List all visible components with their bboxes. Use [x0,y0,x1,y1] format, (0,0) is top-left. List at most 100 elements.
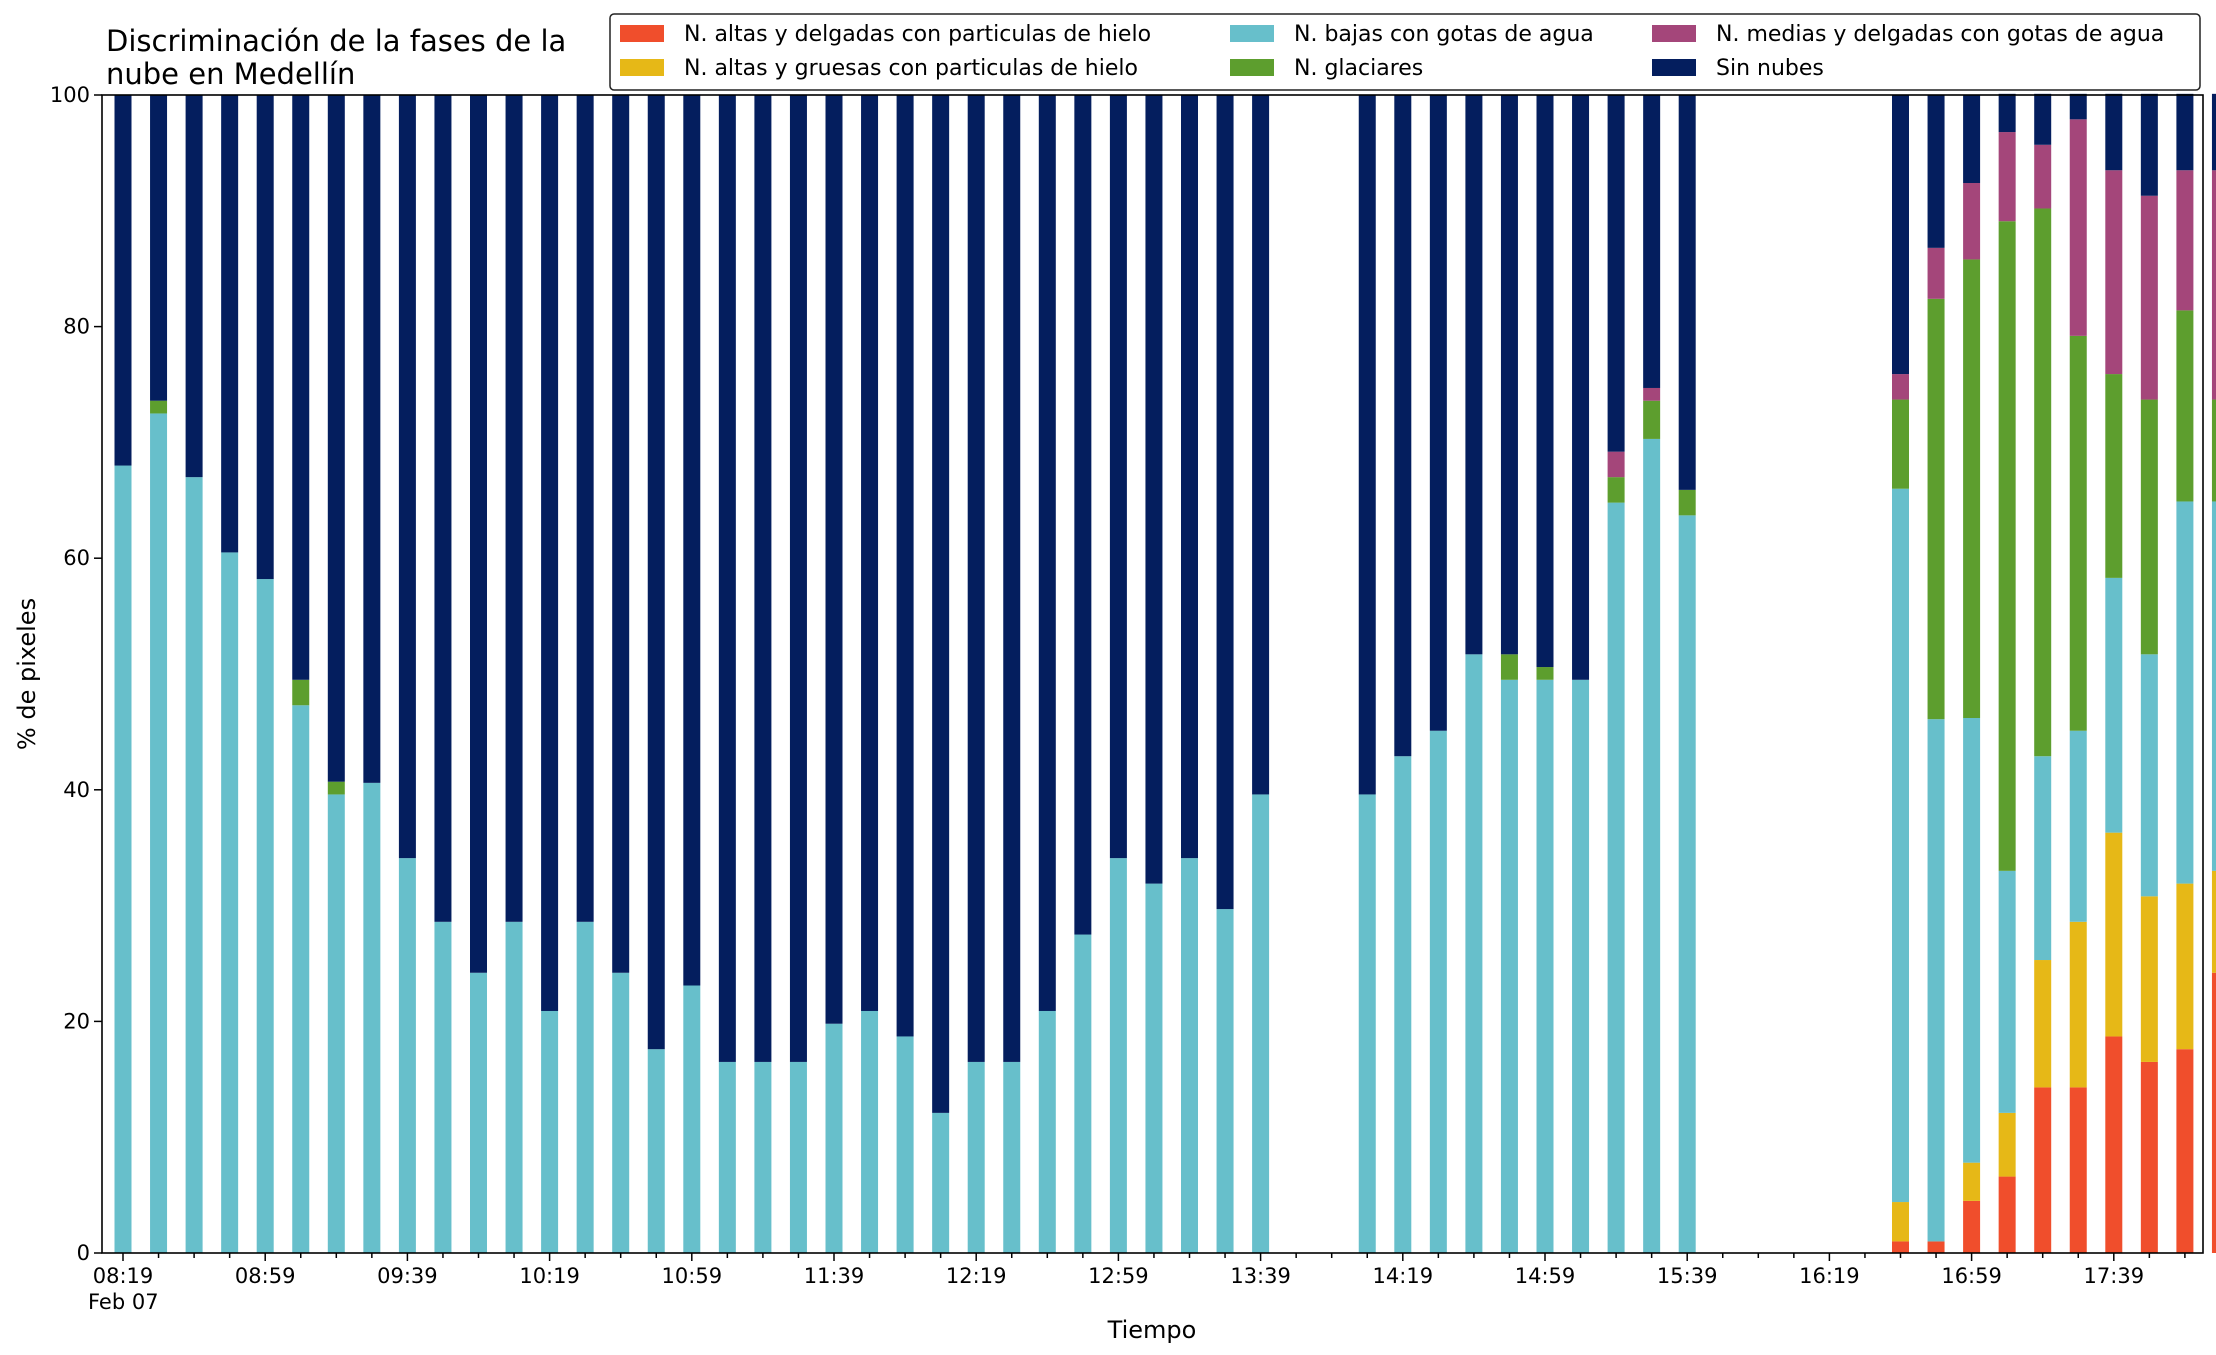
x-tick-label: 08:19 [93,1264,154,1288]
bar-segment-s5-t36 [1394,95,1412,757]
bar-segment-s2-t50 [1892,488,1909,1203]
bar-segment-s5-t24 [967,95,985,1062]
y-tick-label: 40 [63,778,90,802]
bar-segment-s5-t58 [2176,93,2194,171]
bar-segment-s2-t37 [1429,730,1447,1253]
x-tick-label: 10:19 [519,1264,580,1288]
bar-segment-s4-t52 [1963,183,1981,260]
bar-segment-s2-t36 [1394,756,1412,1253]
bar-segment-s2-t57 [2140,654,2158,897]
bar-segment-s5-t19 [789,95,807,1062]
bar-segment-s0-t51 [1927,1241,1945,1253]
bar-segment-s2-t40 [1536,679,1554,1253]
bar-segment-s3-t5 [292,679,310,706]
bar-segment-s2-t10 [470,972,487,1253]
x-tick-label: 12:59 [1088,1264,1149,1288]
bar-segment-s2-t7 [363,782,381,1253]
bar-segment-s1-t55 [2069,921,2087,1088]
bar-segment-s5-t53 [1998,93,2016,133]
bar-segment-s2-t56 [2105,577,2123,833]
bar-segment-s2-t1 [150,413,168,1253]
bar-segment-s5-t37 [1429,95,1447,731]
bar-segment-s5-t38 [1465,95,1483,655]
bar-segment-s2-t12 [541,1010,559,1253]
bar-segment-s3-t44 [1678,489,1696,516]
bar-segment-s5-t20 [825,95,843,1024]
bar-segment-s5-t12 [541,95,559,1011]
bar-segment-s5-t41 [1572,95,1590,680]
bar-segment-s5-t39 [1500,95,1518,655]
bar-segment-s2-t22 [896,1036,914,1253]
bar-segment-s1-t57 [2140,896,2158,1062]
bar-segment-s3-t42 [1607,477,1625,503]
x-tick-label: 17:39 [2084,1264,2145,1288]
bar-segment-s2-t54 [2034,756,2052,961]
bar-segment-s3-t59 [2211,399,2216,502]
x-tick-label: 08:59 [235,1264,296,1288]
bar-segment-s5-t2 [185,95,203,478]
x-tick-label: 12:19 [946,1264,1007,1288]
bar-segment-s5-t9 [434,95,452,922]
bar-segment-s4-t57 [2140,195,2158,400]
bar-segment-s2-t5 [292,705,310,1253]
bar-segment-s4-t51 [1927,247,1945,299]
bar-segment-s3-t56 [2105,374,2123,578]
bar-segment-s5-t42 [1607,95,1625,452]
legend: N. altas y delgadas con particulas de hi… [609,13,2201,91]
bar-segment-s1-t53 [1998,1112,2016,1177]
bar-segment-s2-t39 [1500,679,1518,1253]
bar-segment-s2-t26 [1038,1010,1056,1253]
bar-segment-s2-t23 [932,1112,950,1253]
bar-segment-s5-t51 [1927,95,1945,248]
bar-segment-s2-t32 [1252,794,1270,1253]
x-tick-label: 16:59 [1941,1264,2002,1288]
bar-segment-s0-t53 [1998,1176,2016,1253]
y-tick-label: 0 [77,1241,90,1265]
bar-segment-s2-t52 [1963,718,1981,1163]
bar-segment-s1-t58 [2176,883,2194,1050]
bar-segment-s3-t43 [1643,400,1661,439]
bar-segment-s4-t42 [1607,451,1625,478]
legend-swatch [620,59,664,76]
bar-segment-s2-t35 [1358,794,1376,1253]
x-tick-label: 15:39 [1657,1264,1718,1288]
bar-segment-s2-t15 [647,1049,665,1253]
bars-group [114,93,2216,1254]
legend-swatch [620,25,664,42]
bar-segment-s5-t1 [150,95,168,401]
bar-segment-s1-t52 [1963,1162,1981,1201]
bar-segment-s5-t18 [754,95,772,1062]
legend-swatch [1230,59,1274,76]
bar-segment-s2-t38 [1465,654,1483,1253]
legend-entry-label: N. bajas con gotas de agua [1294,22,1594,47]
bar-segment-s2-t53 [1998,870,2016,1113]
x-tick-label: 09:39 [377,1264,438,1288]
bar-segment-s2-t0 [114,465,132,1253]
bar-segment-s2-t55 [2069,730,2087,922]
bar-segment-s0-t54 [2034,1087,2052,1253]
bar-segment-s3-t57 [2140,399,2158,655]
bar-segment-s3-t1 [150,400,168,414]
bar-segment-s2-t59 [2211,501,2216,871]
bar-segment-s2-t28 [1109,858,1127,1253]
y-axis: 0 20 40 60 80 100 [50,83,102,1265]
bar-segment-s3-t58 [2176,310,2194,502]
bar-segment-s2-t16 [683,985,701,1253]
bar-segment-s0-t50 [1892,1241,1909,1253]
bar-segment-s2-t51 [1927,719,1945,1242]
chart-title-line-1: Discriminación de la fases de la [106,24,566,58]
bar-segment-s2-t21 [861,1010,879,1253]
bar-segment-s3-t6 [327,781,345,795]
y-tick-label: 100 [50,83,90,107]
bar-segment-s5-t21 [861,95,879,1011]
bar-segment-s5-t32 [1252,95,1270,795]
bar-segment-s5-t22 [896,95,914,1037]
bar-segment-s5-t40 [1536,95,1554,668]
y-tick-label: 80 [63,315,90,339]
x-tick-label: 13:39 [1230,1264,1291,1288]
bar-segment-s3-t50 [1892,399,1909,489]
y-tick-label: 60 [63,546,90,570]
bar-segment-s2-t18 [754,1061,772,1253]
x-tick-label: 11:39 [804,1264,865,1288]
x-axis-label: Tiempo [1107,1316,1197,1344]
